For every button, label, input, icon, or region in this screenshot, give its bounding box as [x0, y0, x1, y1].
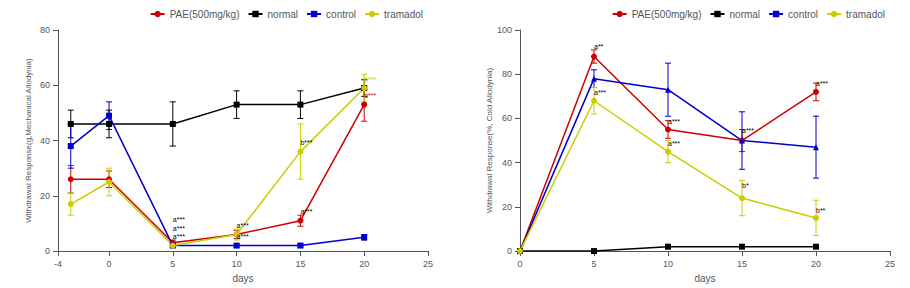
- svg-text:tramadol: tramadol: [846, 9, 885, 20]
- svg-text:tramadol: tramadol: [384, 9, 423, 20]
- svg-text:100: 100: [497, 25, 512, 35]
- svg-text:40: 40: [502, 158, 512, 168]
- svg-text:Withdrawal Response(g,Mechanic: Withdrawal Response(g,Mechanical Allodyn…: [24, 58, 33, 223]
- svg-text:normal: normal: [268, 9, 299, 20]
- svg-text:5: 5: [591, 259, 596, 269]
- svg-text:25: 25: [885, 259, 895, 269]
- svg-text:days: days: [694, 273, 715, 284]
- svg-text:a**: a**: [594, 43, 604, 50]
- svg-text:10: 10: [232, 259, 242, 269]
- svg-text:80: 80: [40, 25, 50, 35]
- svg-text:a***: a***: [742, 127, 754, 134]
- svg-text:20: 20: [811, 259, 821, 269]
- svg-text:b***: b***: [364, 92, 376, 99]
- svg-text:b***: b***: [364, 76, 376, 83]
- svg-text:days: days: [232, 273, 253, 284]
- svg-text:0: 0: [517, 259, 522, 269]
- svg-text:control: control: [326, 9, 356, 20]
- svg-text:a***: a***: [668, 118, 680, 125]
- svg-text:20: 20: [40, 191, 50, 201]
- svg-text:25: 25: [423, 259, 433, 269]
- svg-text:a***: a***: [173, 216, 185, 223]
- svg-text:20: 20: [502, 202, 512, 212]
- svg-text:a***: a***: [237, 222, 249, 229]
- svg-text:80: 80: [502, 69, 512, 79]
- svg-text:a***: a***: [237, 233, 249, 240]
- svg-text:5: 5: [170, 259, 175, 269]
- svg-text:a***: a***: [300, 208, 312, 215]
- svg-text:a***: a***: [173, 233, 185, 240]
- svg-text:normal: normal: [730, 9, 761, 20]
- svg-text:a***: a***: [816, 80, 828, 87]
- svg-text:40: 40: [40, 136, 50, 146]
- svg-text:0: 0: [45, 246, 50, 256]
- svg-text:Withdrawal Response(%, Cold Al: Withdrawal Response(%, Cold Allodynia): [485, 68, 494, 214]
- svg-text:b**: b**: [816, 207, 826, 214]
- svg-text:60: 60: [40, 80, 50, 90]
- svg-text:a***: a***: [173, 225, 185, 232]
- svg-text:15: 15: [295, 259, 305, 269]
- svg-text:15: 15: [737, 259, 747, 269]
- svg-text:0: 0: [107, 259, 112, 269]
- svg-text:10: 10: [663, 259, 673, 269]
- svg-text:0: 0: [507, 246, 512, 256]
- svg-text:-4: -4: [54, 259, 62, 269]
- svg-text:a***: a***: [594, 89, 606, 96]
- svg-text:b***: b***: [300, 139, 312, 146]
- svg-text:control: control: [788, 9, 818, 20]
- svg-text:60: 60: [502, 113, 512, 123]
- svg-text:b*: b*: [742, 182, 749, 189]
- svg-text:a***: a***: [668, 140, 680, 147]
- svg-text:PAE(500mg/kg): PAE(500mg/kg): [170, 9, 240, 20]
- svg-text:PAE(500mg/kg): PAE(500mg/kg): [632, 9, 702, 20]
- svg-text:20: 20: [359, 259, 369, 269]
